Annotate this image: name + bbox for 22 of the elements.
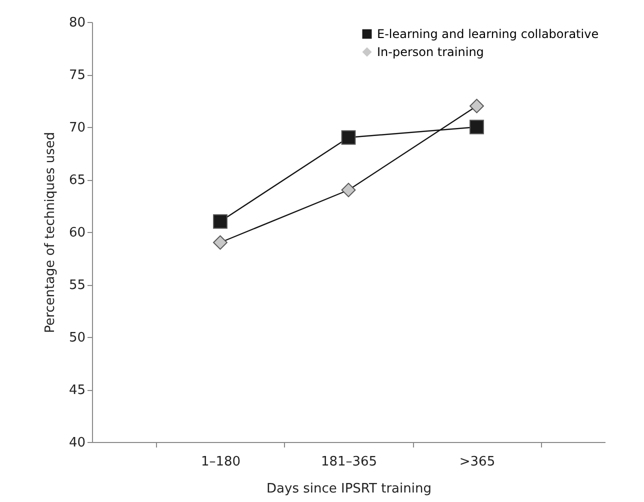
y-tick-label: 40 (68, 436, 86, 450)
x-tick-label: >365 (459, 454, 496, 470)
point (213, 214, 228, 229)
y-tick-label: 45 (68, 383, 86, 398)
point (470, 98, 484, 114)
x-tick-label: 181–365 (320, 454, 378, 470)
point (470, 120, 484, 134)
y-tick-label: 70 (68, 120, 86, 136)
y-tick-label: 50 (68, 330, 86, 346)
y-tick-label: 75 (68, 68, 86, 83)
x-axis-title: Days since IPSRT training (266, 482, 432, 496)
y-tick-label: 55 (68, 278, 86, 293)
y-axis-title: Percentage of techniques used (42, 132, 58, 333)
y-tick-label: 60 (68, 226, 86, 240)
legend-label: In-person training (377, 45, 484, 59)
point (213, 235, 228, 250)
x-tick-label: 1–180 (200, 454, 241, 470)
point (341, 182, 356, 198)
legend-label: E-learning and learning collaborative (377, 27, 599, 41)
y-tick-label: 65 (68, 173, 86, 188)
y-tick-label: 80 (68, 16, 86, 30)
point (341, 130, 356, 145)
